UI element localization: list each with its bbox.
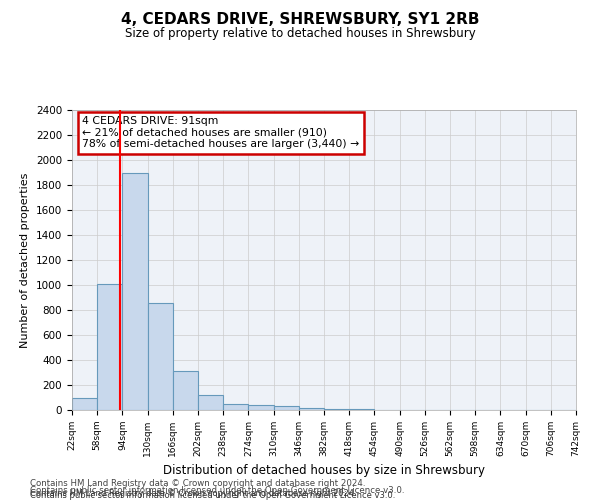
Text: 4, CEDARS DRIVE, SHREWSBURY, SY1 2RB: 4, CEDARS DRIVE, SHREWSBURY, SY1 2RB: [121, 12, 479, 28]
Text: Contains HM Land Registry data © Crown copyright and database right 2024.: Contains HM Land Registry data © Crown c…: [30, 488, 356, 498]
Bar: [148, 302, 173, 410]
Bar: [274, 406, 299, 410]
Bar: [223, 404, 248, 410]
Text: Contains public sector information licensed under the Open Government Licence v3: Contains public sector information licen…: [30, 486, 404, 495]
Y-axis label: Number of detached properties: Number of detached properties: [20, 172, 31, 348]
Bar: [72, 398, 97, 410]
Bar: [324, 409, 349, 410]
Bar: [97, 284, 122, 410]
Bar: [122, 172, 148, 410]
Text: 4 CEDARS DRIVE: 91sqm
← 21% of detached houses are smaller (910)
78% of semi-det: 4 CEDARS DRIVE: 91sqm ← 21% of detached …: [82, 116, 359, 149]
Bar: [173, 371, 198, 410]
Text: Size of property relative to detached houses in Shrewsbury: Size of property relative to detached ho…: [125, 28, 475, 40]
Bar: [198, 395, 223, 410]
Text: Contains HM Land Registry data © Crown copyright and database right 2024.: Contains HM Land Registry data © Crown c…: [30, 478, 365, 488]
Bar: [299, 408, 324, 410]
Bar: [248, 405, 274, 410]
X-axis label: Distribution of detached houses by size in Shrewsbury: Distribution of detached houses by size …: [163, 464, 485, 477]
Text: Contains public sector information licensed under the Open Government Licence v3: Contains public sector information licen…: [30, 491, 395, 500]
